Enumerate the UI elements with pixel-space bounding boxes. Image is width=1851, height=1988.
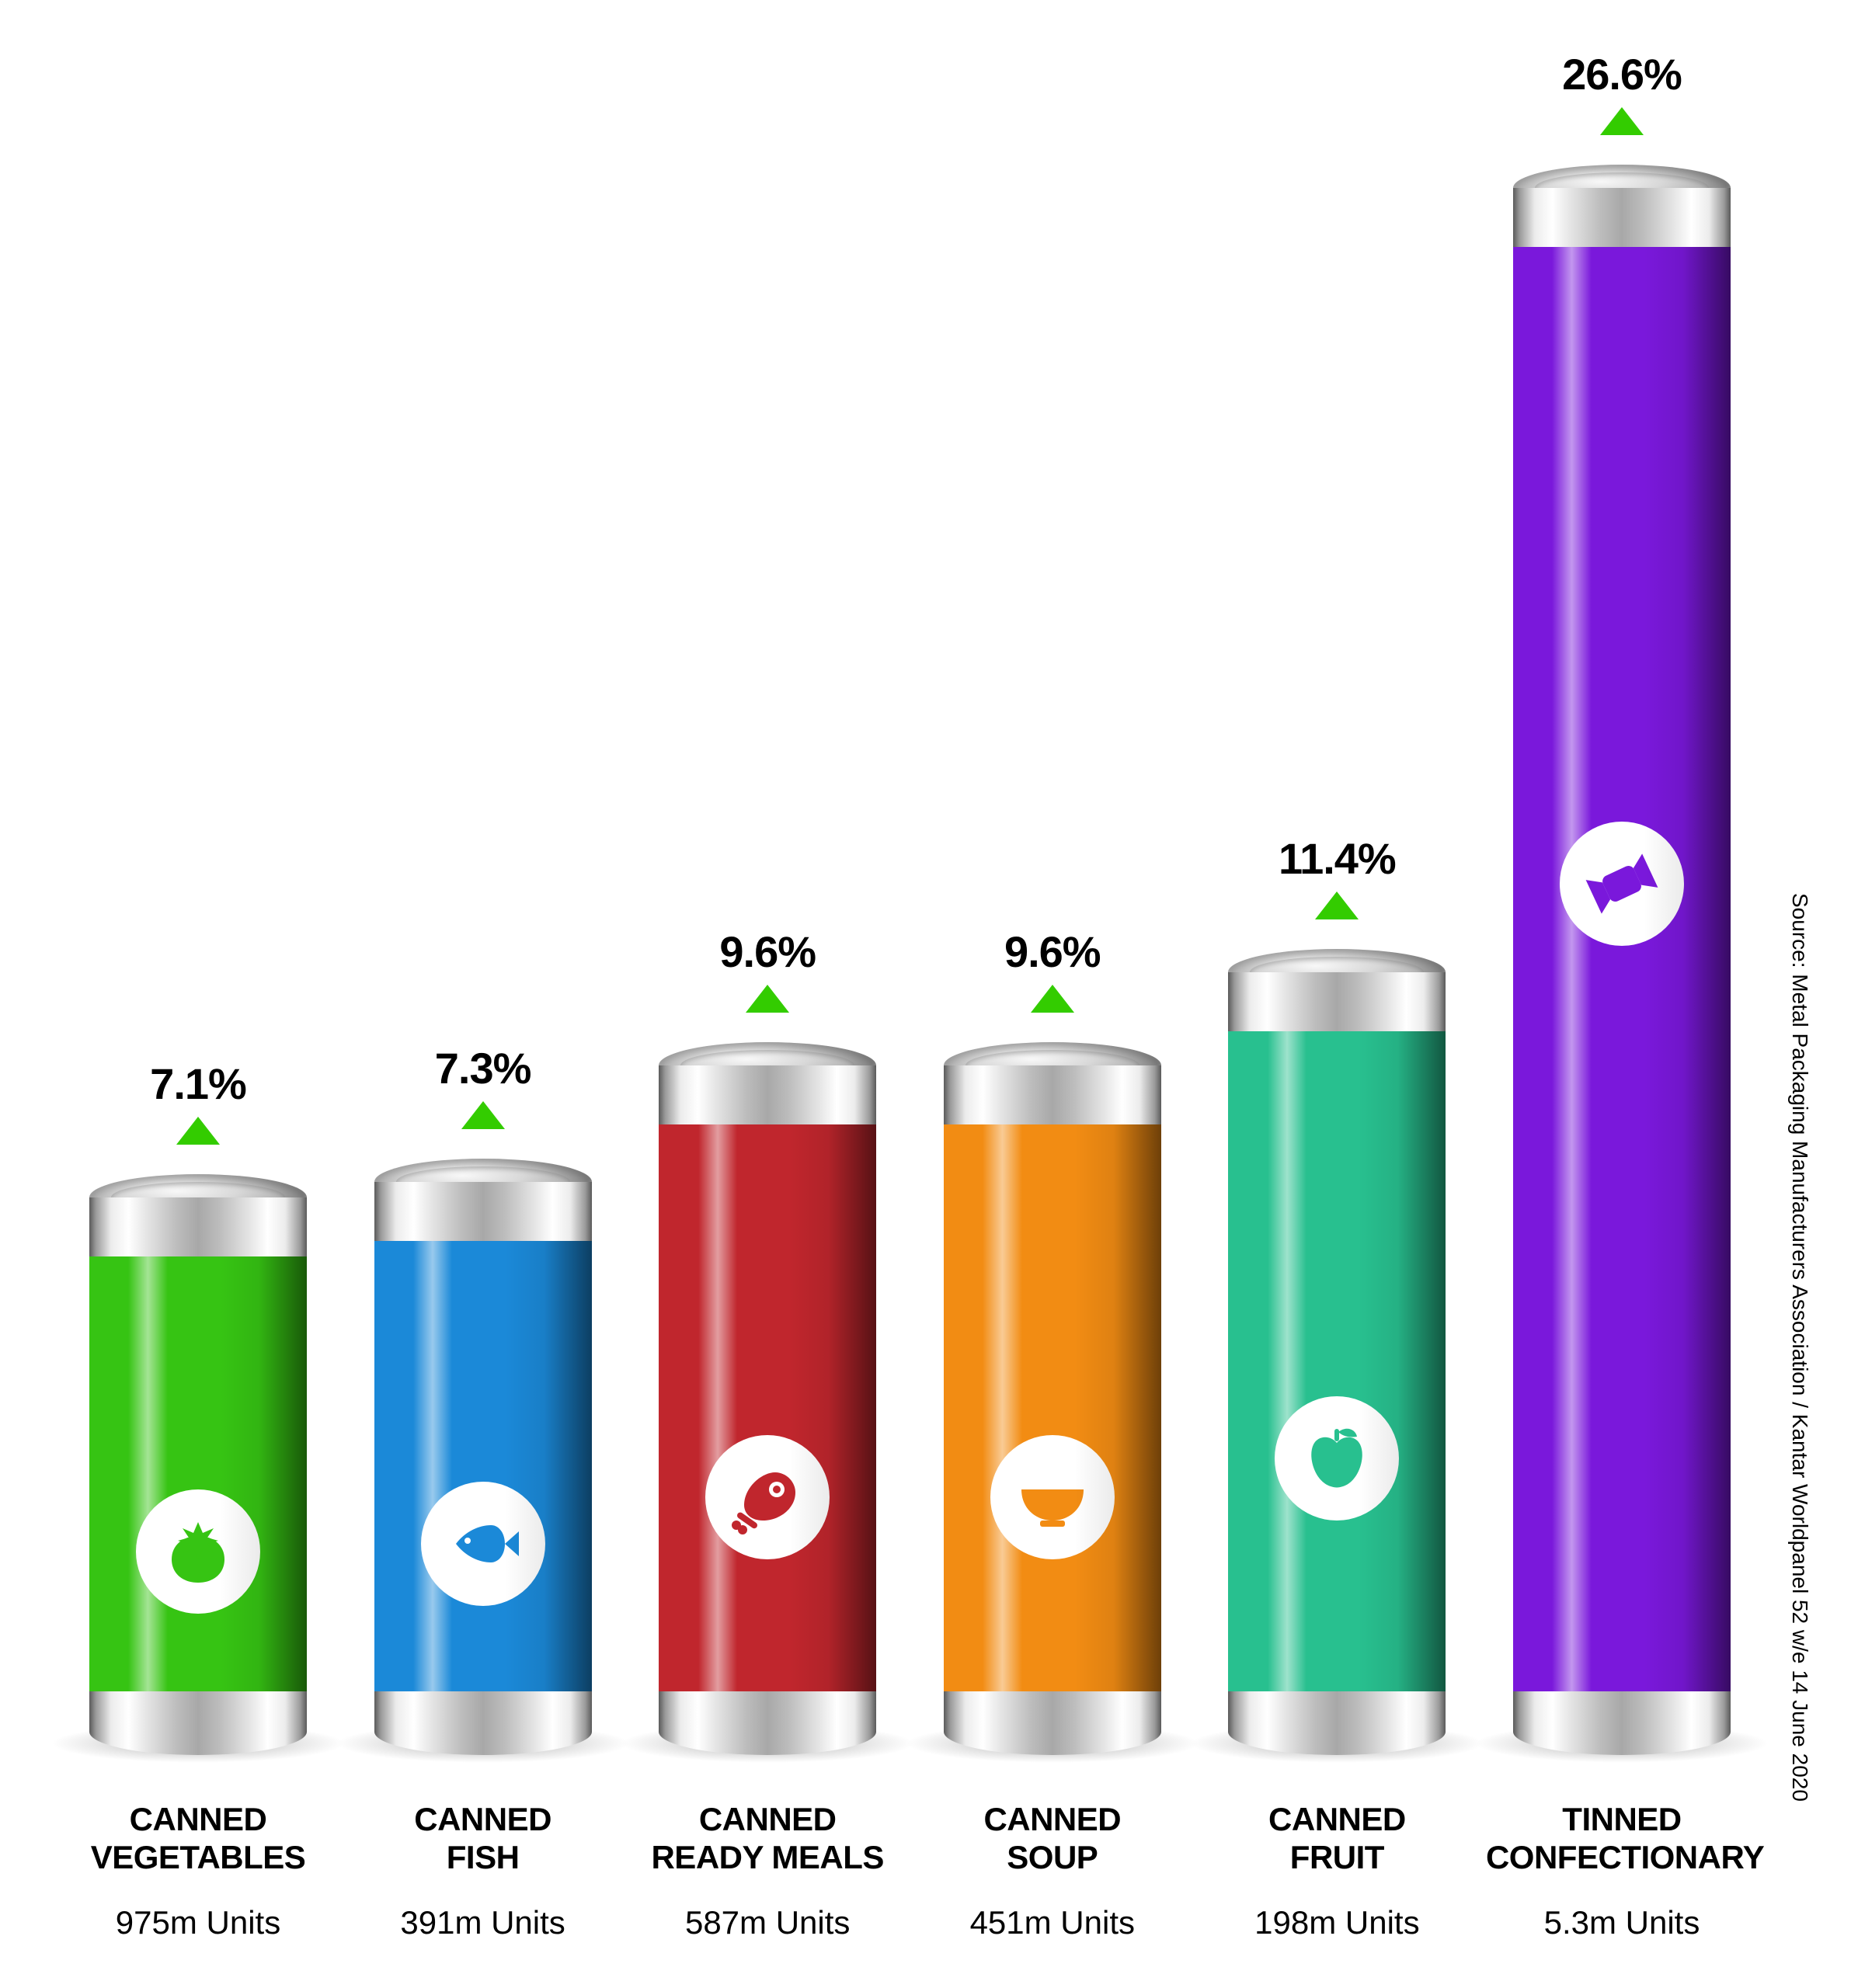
can-bottom-rim [374, 1691, 592, 1755]
can-body [944, 1124, 1161, 1691]
pct-label: 7.3% [435, 1043, 531, 1093]
tomato-icon [136, 1489, 260, 1614]
can-vegetables [89, 1174, 307, 1755]
bar-soup: 9.6% [917, 926, 1188, 1755]
category-name: TINNED CONFECTIONARY [1486, 1801, 1758, 1876]
label-vegetables: CANNED VEGETABLES 975m Units [62, 1801, 334, 1941]
pct-label: 11.4% [1279, 833, 1396, 884]
apple-icon [1275, 1396, 1399, 1521]
bar-fruit: 11.4% [1201, 833, 1473, 1755]
category-name: CANNED VEGETABLES [62, 1801, 334, 1876]
up-arrow-icon [176, 1117, 220, 1145]
label-fish: CANNED FISH 391m Units [347, 1801, 619, 1941]
can-ready-meals [659, 1042, 876, 1755]
can-top-rim [1228, 972, 1446, 1031]
can-top-rim [944, 1065, 1161, 1124]
label-soup: CANNED SOUP 451m Units [917, 1801, 1188, 1941]
can-body-fill [1228, 1031, 1446, 1691]
can-bottom-rim [944, 1691, 1161, 1755]
can-chart: 7.1% 7.3% 9.6% [62, 0, 1758, 1988]
bars-row: 7.1% 7.3% 9.6% [62, 78, 1758, 1755]
label-confectionary: TINNED CONFECTIONARY 5.3m Units [1486, 1801, 1758, 1941]
units-label: 5.3m Units [1486, 1904, 1758, 1941]
can-confectionary [1513, 165, 1731, 1755]
up-arrow-icon [746, 985, 789, 1013]
category-name: CANNED FISH [347, 1801, 619, 1876]
up-arrow-icon [1031, 985, 1074, 1013]
can-body [659, 1124, 876, 1691]
fish-icon [421, 1482, 545, 1606]
can-body-fill [1513, 247, 1731, 1691]
bar-ready-meals: 9.6% [631, 926, 903, 1755]
category-name: CANNED SOUP [917, 1801, 1188, 1876]
units-label: 198m Units [1201, 1904, 1473, 1941]
can-bottom-rim [1513, 1691, 1731, 1755]
pct-label: 9.6% [719, 926, 816, 977]
can-top-rim [374, 1182, 592, 1241]
can-body [1228, 1031, 1446, 1691]
pct-label: 9.6% [1004, 926, 1101, 977]
units-label: 451m Units [917, 1904, 1188, 1941]
source-text: Source: Metal Packaging Manufacturers As… [1787, 893, 1812, 1802]
can-top-rim [1513, 188, 1731, 247]
units-label: 587m Units [631, 1904, 903, 1941]
label-fruit: CANNED FRUIT 198m Units [1201, 1801, 1473, 1941]
category-name: CANNED FRUIT [1201, 1801, 1473, 1876]
can-bottom-rim [1228, 1691, 1446, 1755]
can-body [89, 1256, 307, 1691]
can-body [374, 1241, 592, 1691]
can-body-fill [374, 1241, 592, 1691]
units-label: 391m Units [347, 1904, 619, 1941]
candy-icon [1560, 822, 1684, 946]
up-arrow-icon [461, 1101, 505, 1129]
can-body-fill [944, 1124, 1161, 1691]
labels-row: CANNED VEGETABLES 975m Units CANNED FISH… [62, 1801, 1758, 1941]
bowl-icon [990, 1435, 1115, 1559]
category-name: CANNED READY MEALS [631, 1801, 903, 1876]
can-body-fill [659, 1124, 876, 1691]
can-fish [374, 1159, 592, 1755]
can-top-rim [659, 1065, 876, 1124]
up-arrow-icon [1600, 107, 1644, 135]
can-fruit [1228, 949, 1446, 1755]
bar-vegetables: 7.1% [62, 1058, 334, 1755]
pct-label: 26.6% [1562, 49, 1682, 99]
can-body [1513, 247, 1731, 1691]
units-label: 975m Units [62, 1904, 334, 1941]
can-top-rim [89, 1197, 307, 1256]
meat-icon [705, 1435, 830, 1559]
label-ready-meals: CANNED READY MEALS 587m Units [631, 1801, 903, 1941]
can-soup [944, 1042, 1161, 1755]
pct-label: 7.1% [150, 1058, 246, 1109]
can-body-fill [89, 1256, 307, 1691]
can-bottom-rim [89, 1691, 307, 1755]
can-bottom-rim [659, 1691, 876, 1755]
bar-fish: 7.3% [347, 1043, 619, 1755]
up-arrow-icon [1315, 891, 1359, 919]
bar-confectionary: 26.6% [1486, 49, 1758, 1755]
